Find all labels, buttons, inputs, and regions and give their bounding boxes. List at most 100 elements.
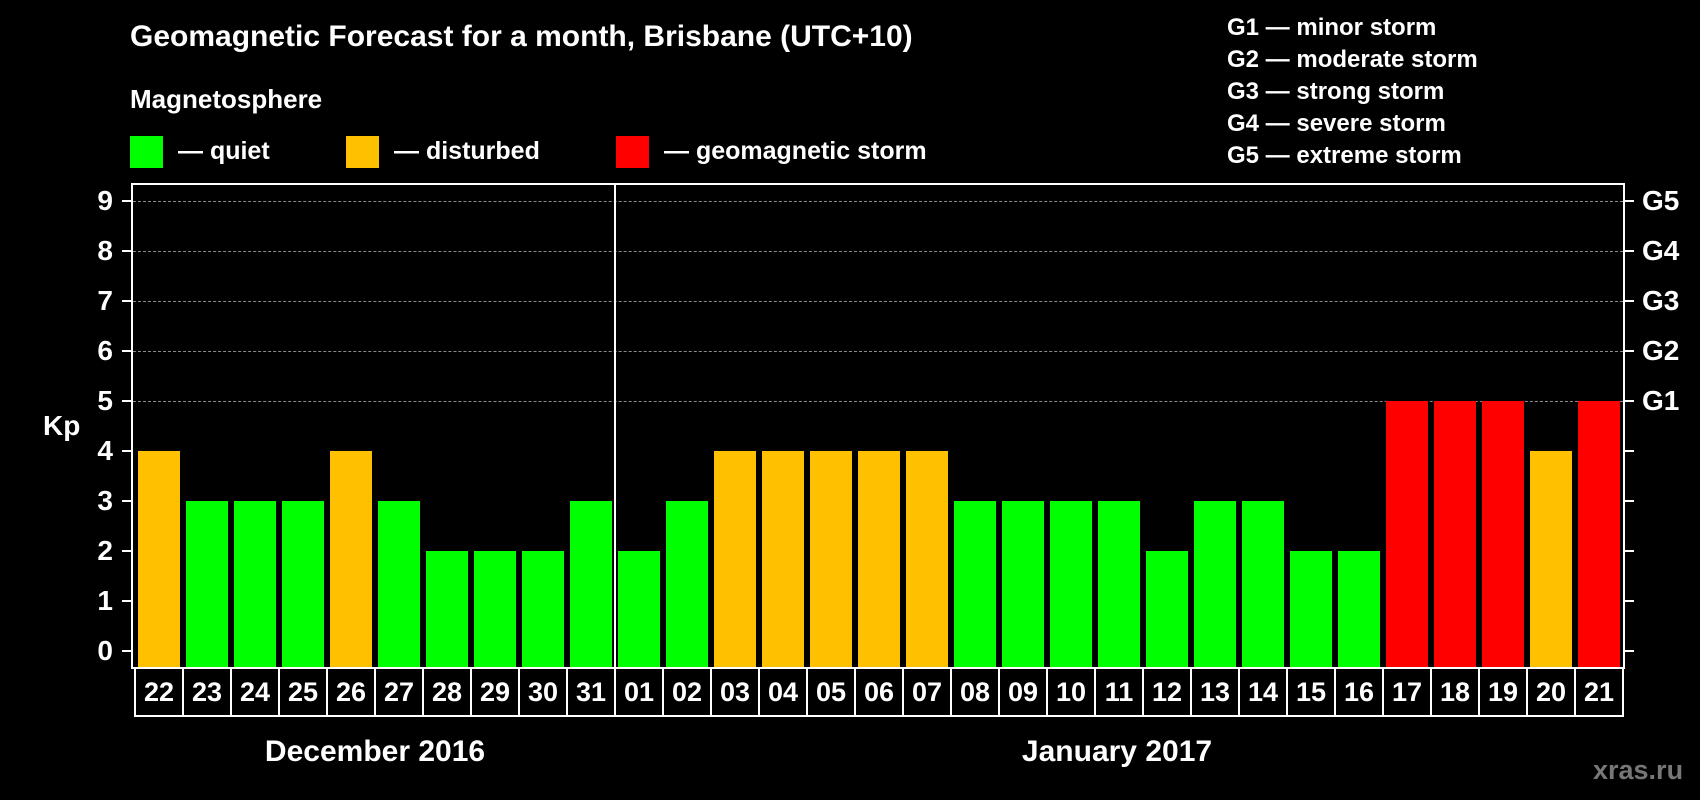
date-axis: 22 23 24 25 26 27 28 29 30 31 01 02 03 04 05 06 07 08 09 10… [134, 669, 1624, 717]
g-scale-label: G2 [1642, 335, 1680, 366]
legend-item-disturbed: — disturbed [346, 135, 540, 168]
y-tick-label: 1 [97, 585, 113, 616]
y-tick [122, 600, 131, 602]
bar-23 [186, 501, 228, 667]
date-cell: 10 [1048, 669, 1096, 715]
bar-26 [330, 451, 372, 667]
y-tick-label: 3 [97, 485, 113, 516]
legend-label-disturbed: — disturbed [394, 137, 540, 165]
y-tick [122, 550, 131, 552]
date-cell: 06 [856, 669, 904, 715]
g-legend-g3: G3 — strong storm [1227, 78, 1445, 105]
date-cell: 26 [328, 669, 376, 715]
legend-subtitle: Magnetosphere [130, 84, 323, 114]
bar-20 [1530, 451, 1572, 667]
bar-10 [1050, 501, 1092, 667]
bar-17 [1386, 401, 1428, 667]
bar-27 [378, 501, 420, 667]
bar-13 [1194, 501, 1236, 667]
g-legend-g4: G4 — severe storm [1227, 110, 1446, 137]
right-tick [1625, 500, 1634, 502]
bar-09 [1002, 501, 1044, 667]
g-legend-g2: G2 — moderate storm [1227, 46, 1478, 73]
y-tick-label: 2 [97, 535, 113, 566]
g-scale-label: G1 [1642, 385, 1680, 416]
right-tick [1625, 600, 1634, 602]
date-cell: 01 [616, 669, 664, 715]
date-cell: 23 [184, 669, 232, 715]
date-cell: 12 [1144, 669, 1192, 715]
date-cell: 22 [136, 669, 184, 715]
bar-11 [1098, 501, 1140, 667]
bar-29 [474, 551, 516, 667]
y-tick [122, 300, 131, 302]
gridline [133, 301, 1623, 302]
bar-05 [810, 451, 852, 667]
chart-title: Geomagnetic Forecast for a month, Brisba… [130, 20, 913, 53]
bar-06 [858, 451, 900, 667]
bar-21 [1578, 401, 1620, 667]
bar-08 [954, 501, 996, 667]
bar-03 [714, 451, 756, 667]
legend-label-quiet: — quiet [178, 137, 270, 165]
date-cell: 02 [664, 669, 712, 715]
y-tick-label: 5 [97, 385, 113, 416]
legend-label-storm: — geomagnetic storm [664, 137, 927, 165]
date-cell: 28 [424, 669, 472, 715]
right-tick [1625, 350, 1634, 352]
date-cell: 03 [712, 669, 760, 715]
right-tick [1625, 450, 1634, 452]
gridline [133, 251, 1623, 252]
date-cell: 27 [376, 669, 424, 715]
gridline [133, 401, 1623, 402]
bar-24 [234, 501, 276, 667]
bar-12 [1146, 551, 1188, 667]
date-cell: 29 [472, 669, 520, 715]
bar-19 [1482, 401, 1524, 667]
y-tick [122, 650, 131, 652]
g-legend-g5: G5 — extreme storm [1227, 142, 1462, 169]
bar-28 [426, 551, 468, 667]
date-cell: 08 [952, 669, 1000, 715]
month-divider [614, 183, 616, 669]
bar-07 [906, 451, 948, 667]
quiet-swatch-icon [130, 135, 163, 168]
date-cell: 25 [280, 669, 328, 715]
date-cell: 05 [808, 669, 856, 715]
date-cell: 24 [232, 669, 280, 715]
bar-25 [282, 501, 324, 667]
plot-area [131, 183, 1625, 669]
bar-01 [618, 551, 660, 667]
y-axis-label: Kp [43, 410, 81, 441]
y-tick [122, 400, 131, 402]
month-label-january: January 2017 [1021, 735, 1213, 768]
y-tick-label: 8 [97, 235, 113, 266]
month-label-december: December 2016 [264, 735, 486, 768]
bar-31 [570, 501, 612, 667]
bar-16 [1338, 551, 1380, 667]
y-tick-label: 4 [97, 435, 113, 466]
storm-swatch-icon [616, 135, 649, 168]
date-cell: 19 [1480, 669, 1528, 715]
g-scale-label: G5 [1642, 185, 1680, 216]
y-tick-label: 7 [97, 285, 113, 316]
right-tick [1625, 650, 1634, 652]
g-scale-label: G3 [1642, 285, 1680, 316]
date-cell: 07 [904, 669, 952, 715]
bar-22 [138, 451, 180, 667]
legend-item-storm: — geomagnetic storm [616, 135, 927, 168]
date-cell: 20 [1528, 669, 1576, 715]
y-tick-label: 0 [97, 635, 113, 666]
bar-14 [1242, 501, 1284, 667]
date-cell: 21 [1576, 669, 1624, 715]
y-tick [122, 250, 131, 252]
date-cell: 18 [1432, 669, 1480, 715]
date-cell: 16 [1336, 669, 1384, 715]
bar-04 [762, 451, 804, 667]
y-tick-label: 6 [97, 335, 113, 366]
bar-15 [1290, 551, 1332, 667]
g-scale-legend: G1 — minor storm G2 — moderate storm G3 … [1227, 12, 1478, 172]
watermark: xras.ru [1593, 755, 1684, 785]
date-cell: 17 [1384, 669, 1432, 715]
right-tick [1625, 400, 1634, 402]
